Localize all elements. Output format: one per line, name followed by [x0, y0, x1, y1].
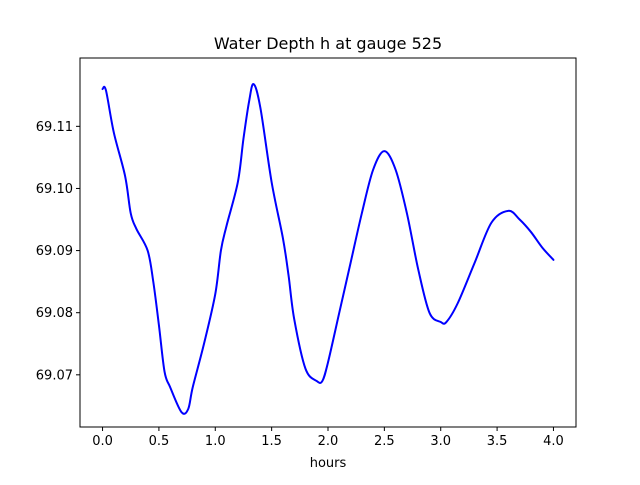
x-tick-label: 4.0: [543, 434, 564, 449]
x-tick-label: 2.5: [374, 434, 395, 449]
x-axis-label: hours: [310, 456, 347, 471]
y-tick-label: 69.07: [36, 368, 73, 383]
y-axis: 69.07 69.08 69.09 69.10 69.11: [36, 120, 80, 383]
plot-frame: [79, 57, 577, 428]
x-tick-label: 3.5: [487, 434, 508, 449]
x-tick-label: 3.0: [430, 434, 451, 449]
x-axis: 0.0 0.5 1.0 1.5 2.0 2.5 3.0 3.5 4.0: [92, 427, 564, 449]
x-tick-label: 1.0: [205, 434, 226, 449]
y-tick-label: 69.08: [36, 306, 73, 321]
y-tick-label: 69.09: [36, 244, 73, 259]
series-line: [101, 83, 555, 415]
y-tick-label: 69.11: [36, 120, 73, 135]
chart-title: Water Depth h at gauge 525: [214, 34, 442, 53]
x-tick-label: 2.0: [318, 434, 339, 449]
y-tick-label: 69.10: [36, 182, 73, 197]
x-tick-label: 1.5: [261, 434, 282, 449]
x-tick-label: 0.5: [149, 434, 170, 449]
x-tick-label: 0.0: [92, 434, 113, 449]
